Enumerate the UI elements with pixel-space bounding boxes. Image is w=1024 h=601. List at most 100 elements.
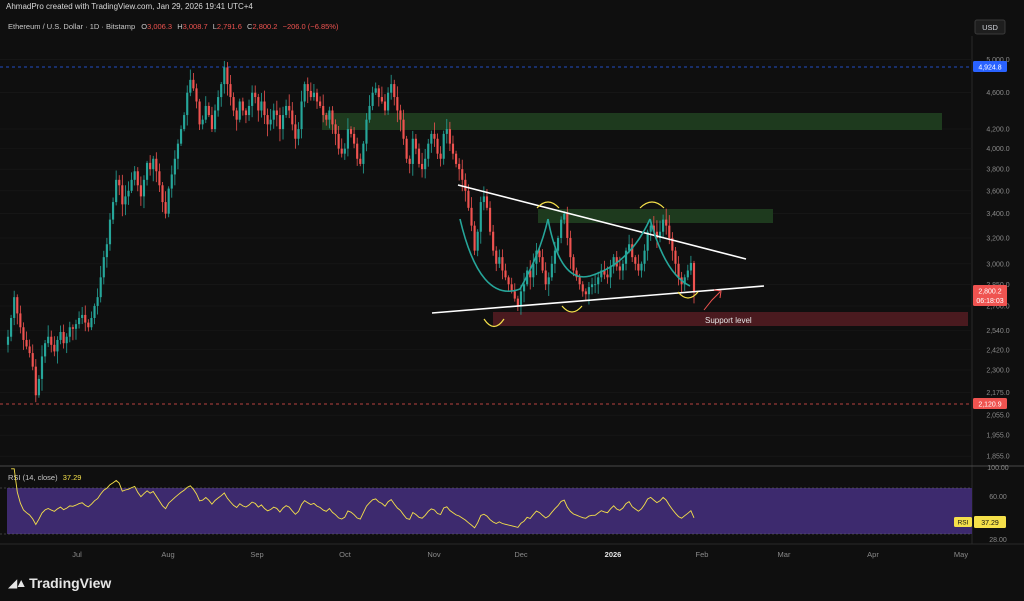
candle: [420, 163, 424, 170]
candle: [581, 284, 584, 292]
candle: [362, 143, 365, 164]
candle: [482, 196, 485, 203]
close-label: C: [247, 22, 253, 31]
candle: [232, 97, 235, 111]
price-tick-label: 2,540.0: [986, 328, 1009, 335]
candle: [396, 97, 399, 111]
period-low-value: 2,120.9: [978, 402, 1001, 409]
candle: [560, 219, 563, 238]
candle: [470, 207, 473, 226]
candle: [121, 185, 124, 205]
price-tick-label: 3,800.0: [986, 167, 1009, 174]
rsi-value: 37.29: [63, 473, 82, 482]
last-price-value: 2,800.2: [978, 289, 1001, 296]
candle: [658, 231, 662, 238]
svg-text:Ethereum / U.S. Dollar · 1D ·: Ethereum / U.S. Dollar · 1D · Bitstamp O…: [8, 22, 339, 31]
candle: [176, 143, 180, 159]
candle: [621, 263, 625, 271]
candle: [529, 270, 532, 278]
candle: [145, 162, 149, 180]
open-value: 3,006.3: [147, 22, 172, 31]
candle: [492, 231, 495, 251]
rsi-tag: [954, 517, 972, 527]
candle: [668, 225, 671, 238]
candle: [281, 115, 285, 130]
candle: [476, 231, 479, 251]
candle: [164, 202, 167, 214]
period-high-value: 4,924.8: [978, 65, 1001, 72]
time-axis[interactable]: Jul Aug Sep Oct Nov Dec 2026 Feb Mar Apr May: [72, 550, 968, 559]
candle: [575, 270, 578, 278]
candle: [569, 237, 572, 258]
price-tick-label: 2,420.0: [986, 347, 1009, 354]
candle: [343, 148, 346, 154]
candle: [408, 158, 411, 164]
price-tick-label: 1,855.0: [986, 454, 1009, 461]
price-tick-label: 2,055.0: [986, 413, 1009, 420]
price-axis[interactable]: 5,000.0 4,600.0 4,200.0 4,000.0 3,800.0 3,600…: [0, 57, 1010, 461]
pattern-curve-1: [459, 218, 549, 292]
candle: [646, 231, 649, 251]
candle: [105, 244, 108, 258]
candle: [62, 331, 65, 344]
candle: [68, 327, 71, 337]
rsi-value-tag: [974, 516, 1006, 528]
candle: [346, 129, 349, 149]
candle: [136, 171, 139, 186]
candle: [683, 277, 686, 285]
candle: [417, 148, 421, 164]
low-value: 2,791.6: [217, 22, 242, 31]
descending-trendline[interactable]: [457, 184, 747, 260]
rsi-tick-100: 100.00: [987, 465, 1009, 472]
candle: [319, 101, 322, 106]
candle: [349, 129, 353, 134]
candle: [10, 317, 13, 337]
ascending-trendline[interactable]: [431, 285, 765, 314]
candle: [674, 250, 677, 264]
time-tick-label: Aug: [161, 550, 174, 559]
candle: [65, 336, 68, 344]
candle: [77, 317, 81, 325]
price-tick-label: 4,600.0: [986, 90, 1009, 97]
candle: [183, 115, 186, 130]
chart-area[interactable]: Ethereum / U.S. Dollar · 1D · Bitstamp O…: [0, 14, 1024, 567]
candle: [257, 97, 260, 111]
candle: [25, 339, 28, 347]
candle: [213, 110, 217, 130]
candle: [368, 105, 371, 120]
candle: [374, 88, 377, 93]
support-arrow: [703, 291, 721, 311]
time-tick-label: Oct: [339, 550, 352, 559]
candle: [266, 115, 269, 125]
candle: [315, 92, 319, 102]
candle: [269, 119, 272, 125]
resistance-zone-upper: [322, 113, 942, 130]
candle: [201, 119, 204, 125]
candle: [359, 158, 362, 164]
currency-button[interactable]: [974, 19, 1006, 35]
candle: [6, 336, 10, 345]
candle: [275, 110, 278, 116]
last-price-tag: [973, 285, 1007, 306]
tradingview-logo[interactable]: ◢▲ TradingView: [8, 575, 111, 591]
candle: [516, 298, 519, 306]
candle: [510, 284, 513, 292]
candle: [139, 185, 142, 197]
time-tick-label: Apr: [867, 550, 879, 559]
tradingview-logo-icon: ◢▲: [8, 576, 27, 590]
candle: [238, 101, 241, 120]
candle: [226, 67, 229, 85]
candle: [414, 138, 417, 149]
time-tick-label: Sep: [250, 550, 263, 559]
candle: [624, 250, 628, 264]
candle: [130, 179, 133, 191]
candle: [454, 153, 458, 164]
candle: [371, 92, 374, 106]
candle: [655, 231, 659, 238]
candle: [556, 237, 560, 251]
candle: [87, 322, 90, 328]
candle: [247, 105, 251, 116]
candle: [637, 263, 640, 271]
candle: [260, 101, 263, 111]
candle: [340, 148, 343, 154]
